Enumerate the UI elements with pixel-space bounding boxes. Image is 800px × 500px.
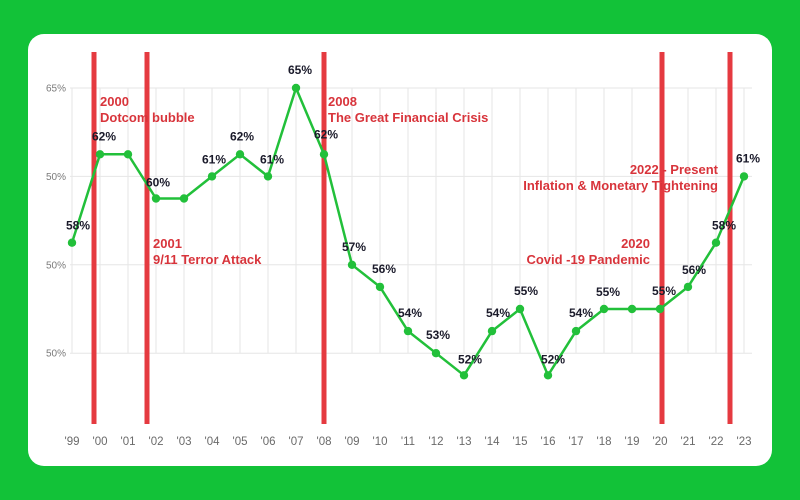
data-point	[291, 83, 301, 93]
event-label: Inflation & Monetary Tightening	[523, 178, 718, 193]
data-point	[263, 172, 273, 181]
data-label: 58%	[66, 219, 90, 233]
data-point	[627, 304, 637, 314]
data-label: 56%	[682, 263, 706, 277]
data-label: 57%	[342, 240, 366, 254]
data-label: 56%	[372, 262, 396, 276]
x-tick-label: '08	[317, 436, 332, 448]
data-point	[347, 260, 357, 269]
data-point	[431, 349, 441, 358]
x-tick-label: '02	[149, 436, 164, 448]
x-tick-label: '15	[513, 436, 528, 448]
x-tick-label: '01	[121, 436, 136, 448]
x-tick-label: '18	[597, 436, 612, 448]
x-tick-label: '12	[429, 436, 444, 448]
x-tick-label: '23	[737, 436, 752, 448]
y-tick-label: 50%	[46, 260, 66, 271]
data-labels: 58% 62% 60% 61% 62% 61% 65% 62% 57% 56% 54% 53% 52% 5…	[66, 63, 760, 366]
data-label: 60%	[146, 176, 170, 190]
x-tick-label: '21	[681, 436, 696, 448]
data-point	[319, 150, 329, 159]
data-point	[711, 238, 721, 247]
event-year: 2001	[153, 236, 182, 251]
x-tick-label: '99	[65, 436, 80, 448]
data-label: 54%	[486, 306, 510, 320]
x-axis-ticks: '99 '00 '01 '02 '03 '04 '05 '06 '07 '08 '09 '10 '11 '…	[65, 436, 752, 448]
data-point	[375, 282, 385, 292]
data-point	[67, 238, 77, 247]
data-point	[151, 194, 161, 203]
x-tick-label: '05	[233, 436, 248, 448]
data-label: 62%	[92, 129, 116, 143]
x-tick-label: '19	[625, 436, 640, 448]
data-label: 61%	[202, 152, 226, 166]
data-point	[123, 150, 133, 159]
data-label: 54%	[398, 306, 422, 320]
event-lines	[91, 52, 733, 424]
x-tick-label: '14	[485, 436, 501, 448]
x-tick-label: '06	[261, 436, 276, 448]
data-label: 62%	[314, 127, 338, 141]
x-tick-label: '20	[653, 436, 668, 448]
event-year: 2000	[100, 94, 129, 109]
data-point	[515, 304, 525, 314]
x-tick-label: '17	[569, 436, 584, 448]
data-label: 65%	[288, 63, 312, 77]
x-tick-label: '04	[205, 436, 221, 448]
data-label: 62%	[230, 129, 254, 143]
data-point	[179, 194, 189, 203]
data-label: 58%	[712, 219, 736, 233]
data-point	[207, 172, 217, 181]
data-point	[403, 326, 413, 336]
data-label: 61%	[736, 151, 760, 165]
data-point	[571, 326, 581, 336]
y-tick-label: 50%	[46, 172, 66, 183]
y-axis-ticks: 65% 50% 50% 50%	[46, 84, 66, 360]
data-label: 52%	[458, 352, 482, 366]
data-label: 55%	[596, 285, 620, 299]
data-point	[95, 150, 105, 159]
event-label: Dotcom bubble	[100, 110, 195, 125]
event-label: 9/11 Terror Attack	[153, 252, 262, 267]
y-tick-label: 50%	[46, 349, 66, 360]
data-markers	[67, 83, 749, 380]
x-tick-label: '16	[541, 436, 556, 448]
event-label: The Great Financial Crisis	[328, 110, 488, 125]
data-label: 54%	[569, 306, 593, 320]
chart-card: 65% 50% 50% 50% '99 '00 '01 '02 '03 '04 '05 '06 '07…	[28, 34, 772, 466]
data-point	[235, 150, 245, 159]
x-tick-label: '22	[709, 436, 724, 448]
data-label: 55%	[514, 284, 538, 298]
event-year: 2020	[621, 236, 650, 251]
event-year: 2008	[328, 94, 357, 109]
data-label: 53%	[426, 328, 450, 342]
data-point	[543, 371, 553, 380]
line-chart: 65% 50% 50% 50% '99 '00 '01 '02 '03 '04 '05 '06 '07…	[46, 52, 760, 448]
data-label: 61%	[260, 152, 284, 166]
y-tick-label: 65%	[46, 84, 66, 95]
data-point	[599, 304, 609, 314]
event-label: Covid -19 Pandemic	[526, 252, 650, 267]
x-tick-label: '03	[177, 436, 192, 448]
x-tick-label: '11	[401, 436, 415, 448]
x-tick-label: '09	[345, 436, 360, 448]
data-point	[739, 172, 749, 181]
x-tick-label: '00	[93, 436, 108, 448]
x-tick-label: '13	[457, 436, 472, 448]
data-point	[683, 282, 693, 292]
data-label: 55%	[652, 284, 676, 298]
data-label: 52%	[541, 352, 565, 366]
data-point	[655, 304, 665, 314]
x-tick-label: '07	[289, 436, 304, 448]
x-tick-label: '10	[373, 436, 388, 448]
data-point	[459, 371, 469, 380]
event-year: 2022 - Present	[630, 162, 719, 177]
data-point	[487, 326, 497, 336]
